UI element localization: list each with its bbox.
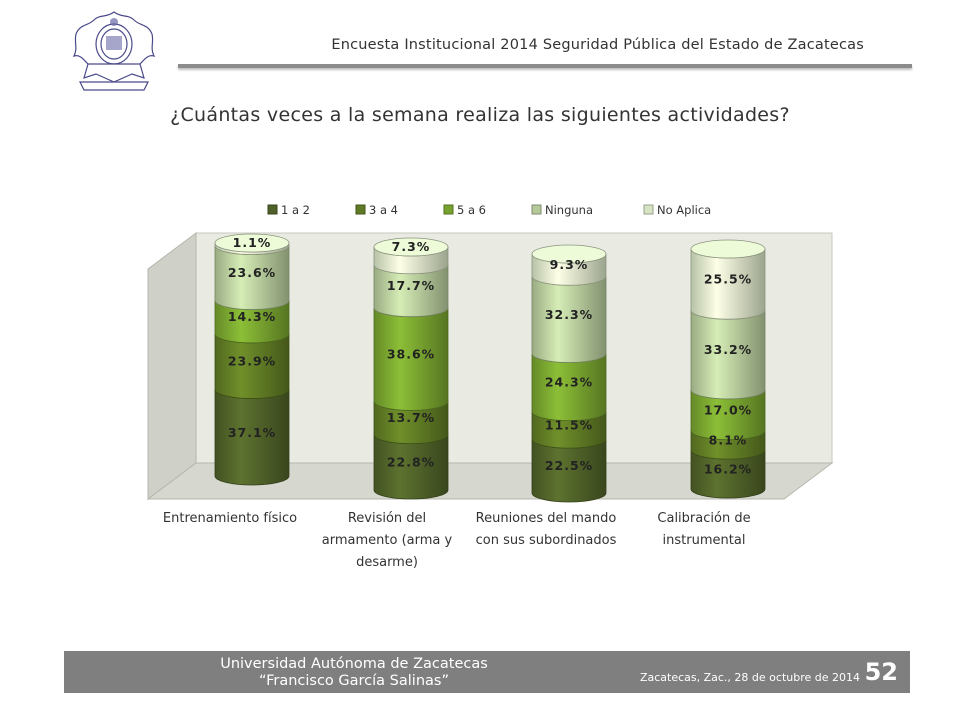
data-label-1-4: 7.3% <box>392 239 431 254</box>
data-label-0-2: 14.3% <box>228 309 276 324</box>
legend-label-1: 3 a 4 <box>369 203 398 217</box>
data-label-0-0: 37.1% <box>228 425 276 440</box>
data-label-1-0: 22.8% <box>387 454 435 469</box>
footer-university: Universidad Autónoma de Zacatecas <box>220 656 488 672</box>
category-label-line: Reuniones del mando <box>475 511 617 526</box>
legend-swatch-2 <box>443 204 454 215</box>
data-label-2-1: 11.5% <box>545 417 593 432</box>
legend-label-0: 1 a 2 <box>281 203 310 217</box>
question-title: ¿Cuántas veces a la semana realiza las s… <box>170 104 790 126</box>
legend-swatch-3 <box>531 204 542 215</box>
category-label: Revisión del armamento (arma y desarme) <box>312 508 462 574</box>
cylinder-2-cap <box>531 244 607 264</box>
chart-floor <box>146 462 834 500</box>
footer-university-sub: “Francisco García Salinas” <box>259 673 449 689</box>
data-label-2-4: 9.3% <box>550 257 589 272</box>
category-label: Reuniones del mando con sus subordinados <box>471 508 621 552</box>
data-label-0-1: 23.9% <box>228 354 276 369</box>
data-label-2-0: 22.5% <box>545 458 593 473</box>
data-label-1-2: 38.6% <box>387 347 435 362</box>
data-label-3-4: 25.5% <box>704 272 752 287</box>
category-label-line: Entrenamiento físico <box>162 511 298 526</box>
data-label-3-1: 8.1% <box>709 432 748 447</box>
cylinder-0-cap <box>214 233 290 253</box>
data-label-0-4: 1.1% <box>233 235 272 250</box>
category-label: Calibración de instrumental <box>629 508 779 552</box>
data-label-3-3: 33.2% <box>704 342 752 357</box>
footer-date: Zacatecas, Zac., 28 de octubre de 2014 <box>639 671 860 684</box>
legend-label-2: 5 a 6 <box>457 203 486 217</box>
cylinder-1-cap <box>373 237 449 257</box>
legend-swatch-1 <box>355 204 366 215</box>
legend-swatch-0 <box>267 204 278 215</box>
legend-label-3: Ninguna <box>545 203 593 217</box>
category-label-line: armamento (arma y <box>321 533 453 548</box>
page-number: 52 <box>864 658 898 686</box>
category-label-line: desarme) <box>356 555 418 570</box>
header-title: Encuesta Institucional 2014 Seguridad Pú… <box>331 37 864 53</box>
data-label-2-3: 32.3% <box>545 307 593 322</box>
category-label-line: Revisión del <box>347 511 427 526</box>
data-label-1-1: 13.7% <box>387 410 435 425</box>
category-label-line: instrumental <box>662 533 746 548</box>
university-seal-icon <box>72 11 156 91</box>
cylinder-3-cap <box>690 239 766 259</box>
data-label-3-0: 16.2% <box>704 462 752 477</box>
header-divider <box>178 64 912 68</box>
category-label: Entrenamiento físico <box>155 508 305 530</box>
legend-swatch-4 <box>643 204 654 215</box>
data-label-1-3: 17.7% <box>387 278 435 293</box>
chart-side-wall <box>147 232 197 500</box>
data-label-0-3: 23.6% <box>228 265 276 280</box>
data-label-2-2: 24.3% <box>545 375 593 390</box>
category-label-line: con sus subordinados <box>475 533 617 548</box>
category-label-line: Calibración de <box>657 511 751 526</box>
legend-label-4: No Aplica <box>657 203 711 217</box>
footer-bar: Universidad Autónoma de Zacatecas “Franc… <box>64 651 910 693</box>
data-label-3-2: 17.0% <box>704 402 752 417</box>
